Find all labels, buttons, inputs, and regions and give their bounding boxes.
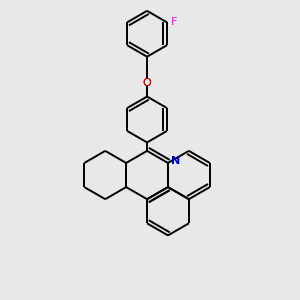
- Text: O: O: [143, 78, 152, 88]
- Text: O: O: [143, 78, 152, 88]
- Text: N: N: [172, 156, 181, 166]
- Text: F: F: [170, 17, 177, 27]
